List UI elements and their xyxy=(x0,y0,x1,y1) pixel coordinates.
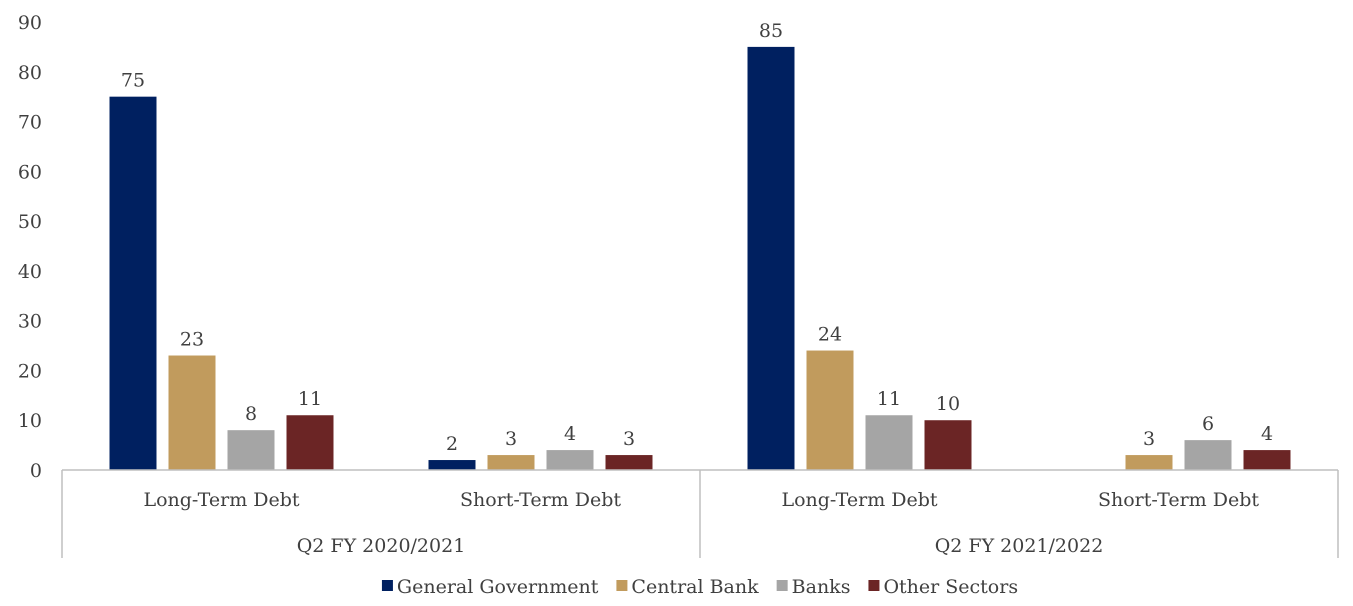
x-category-label: Long-Term Debt xyxy=(781,489,937,511)
x-category-label: Long-Term Debt xyxy=(143,489,299,511)
bar xyxy=(1125,455,1173,470)
y-tick-label: 20 xyxy=(18,360,42,382)
bar xyxy=(286,415,334,470)
y-tick-label: 50 xyxy=(18,211,42,233)
legend-swatch xyxy=(381,580,393,591)
x-category-label: Short-Term Debt xyxy=(1098,489,1259,511)
data-label: 4 xyxy=(564,423,576,445)
bars xyxy=(109,46,1291,471)
bar xyxy=(546,450,594,470)
legend-item: Banks xyxy=(776,576,851,598)
bar xyxy=(487,455,535,470)
data-label: 2 xyxy=(446,433,458,455)
bar xyxy=(109,96,157,471)
bar xyxy=(168,355,216,470)
data-label: 3 xyxy=(1143,428,1155,450)
legend-item: Other Sectors xyxy=(868,576,1018,598)
data-label: 4 xyxy=(1261,423,1273,445)
bar xyxy=(227,430,275,470)
y-tick-label: 10 xyxy=(18,410,42,432)
y-tick-label: 90 xyxy=(18,12,42,34)
y-tick-label: 0 xyxy=(30,460,42,482)
data-label: 24 xyxy=(818,324,842,346)
legend-item: Central Bank xyxy=(616,576,759,598)
legend-item: General Government xyxy=(381,576,599,598)
legend-label: General Government xyxy=(397,576,599,598)
y-axis-ticks: 0 10 20 30 40 50 60 70 80 90 xyxy=(18,12,42,482)
data-label: 3 xyxy=(623,428,635,450)
x-category-label: Short-Term Debt xyxy=(460,489,621,511)
bar xyxy=(428,460,476,470)
y-tick-label: 70 xyxy=(18,112,42,134)
x-group-label: Q2 FY 2020/2021 xyxy=(297,535,466,557)
data-label: 11 xyxy=(877,388,901,410)
bar xyxy=(924,420,972,470)
x-group-label: Q2 FY 2021/2022 xyxy=(935,535,1104,557)
y-tick-label: 60 xyxy=(18,161,42,183)
data-label: 3 xyxy=(505,428,517,450)
bar xyxy=(605,455,653,470)
bar xyxy=(865,415,913,470)
data-label: 11 xyxy=(298,388,322,410)
y-tick-label: 40 xyxy=(18,261,42,283)
y-tick-label: 30 xyxy=(18,311,42,333)
bar xyxy=(806,350,854,470)
data-label: 10 xyxy=(936,393,960,415)
x-axis-labels: Long-Term Debt Short-Term Debt Long-Term D… xyxy=(143,489,1259,557)
legend-label: Central Bank xyxy=(631,576,759,598)
legend: General Government Central Bank Banks Other… xyxy=(381,576,1018,598)
bar xyxy=(1184,440,1232,470)
axis-lines xyxy=(61,469,1339,558)
legend-swatch xyxy=(616,580,628,591)
bar xyxy=(747,46,795,471)
legend-label: Other Sectors xyxy=(883,576,1018,598)
data-label: 8 xyxy=(245,403,257,425)
legend-swatch xyxy=(868,580,880,591)
data-label: 23 xyxy=(180,329,204,351)
bar xyxy=(1243,450,1291,470)
data-label: 6 xyxy=(1202,413,1214,435)
legend-label: Banks xyxy=(792,576,851,598)
y-tick-label: 80 xyxy=(18,62,42,84)
legend-swatch xyxy=(776,580,788,591)
data-label: 75 xyxy=(121,70,145,92)
data-label: 85 xyxy=(759,20,783,42)
